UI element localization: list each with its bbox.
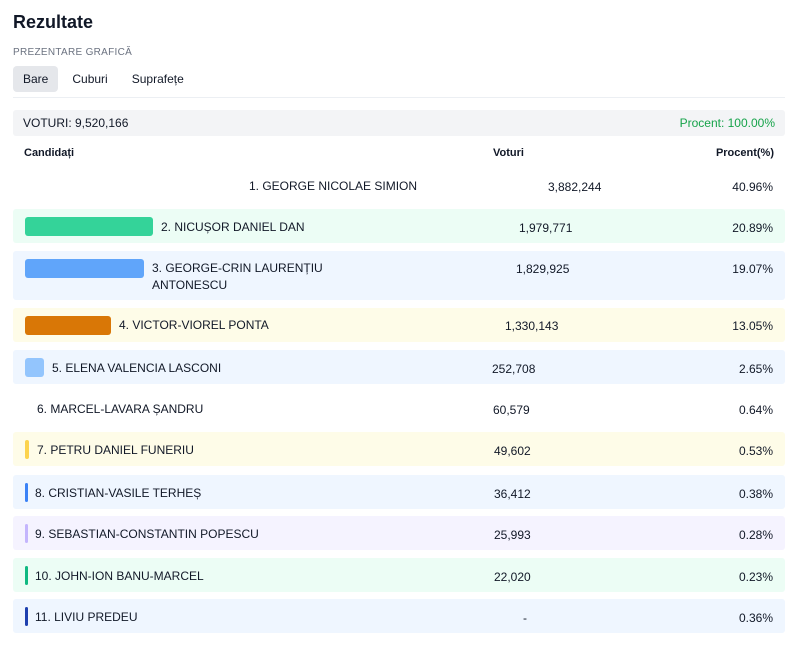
vote-bar <box>25 316 111 335</box>
candidate-name: 8. CRISTIAN-VASILE TERHEȘ <box>35 486 202 500</box>
candidate-name: 9. SEBASTIAN-CONSTANTIN POPESCU <box>35 527 259 541</box>
candidate-percent: 20.89% <box>732 221 773 235</box>
section-subtitle: PREZENTARE GRAFICĂ <box>13 47 133 58</box>
candidate-percent: 0.23% <box>738 570 773 584</box>
table-row: 7. PETRU DANIEL FUNERIU 49,602 0.53% <box>13 432 785 466</box>
tab-suprafete[interactable]: Suprafețe <box>131 72 184 86</box>
candidate-votes: 60,579 <box>493 403 530 417</box>
table-row: 9. SEBASTIAN-CONSTANTIN POPESCU 25,993 0.2… <box>13 516 785 550</box>
candidate-votes: 1,829,925 <box>516 262 570 276</box>
header-candidate: Candidați <box>24 147 75 159</box>
candidate-votes: 1,979,771 <box>519 221 573 235</box>
total-votes: VOTURI: 9,520,166 <box>23 116 129 130</box>
vote-bar <box>25 358 44 377</box>
vote-bar <box>25 259 144 278</box>
candidate-percent: 13.05% <box>732 319 773 333</box>
tab-cuburi[interactable]: Cuburi <box>72 72 108 86</box>
vote-bar <box>25 566 28 585</box>
table-row: 1. GEORGE NICOLAE SIMION 3,882,244 40.96% <box>13 167 785 201</box>
total-percent: Procent: 100.00% <box>679 116 775 130</box>
page-title: Rezultate <box>13 12 94 32</box>
candidate-percent: 0.28% <box>738 528 773 542</box>
candidate-percent: 19.07% <box>732 262 773 276</box>
candidate-name: 1. GEORGE NICOLAE SIMION <box>249 179 418 193</box>
candidate-name: 7. PETRU DANIEL FUNERIU <box>37 443 194 457</box>
vote-bar <box>25 483 28 502</box>
candidate-name: 5. ELENA VALENCIA LASCONI <box>52 361 222 375</box>
candidate-name: 11. LIVIU PREDEU <box>35 610 138 624</box>
candidate-votes: 49,602 <box>494 444 531 458</box>
summary-bar: VOTURI: 9,520,166 Procent: 100.00% <box>13 110 785 136</box>
table-row: 3. GEORGE-CRIN LAURENȚIU ANTONESCU 1,829,… <box>13 251 785 300</box>
vote-bar <box>25 607 28 626</box>
vote-bar <box>25 440 29 459</box>
vote-bar <box>25 217 153 236</box>
candidate-name: 3. GEORGE-CRIN LAURENȚIU ANTONESCU <box>152 261 323 292</box>
candidate-name: 6. MARCEL-LAVARA ȘANDRU <box>37 402 204 416</box>
candidate-name: 4. VICTOR-VIOREL PONTA <box>119 318 269 332</box>
header-percent: Procent(%) <box>715 147 774 159</box>
candidate-name: 2. NICUȘOR DANIEL DAN <box>161 220 305 234</box>
table-row: 4. VICTOR-VIOREL PONTA 1,330,143 13.05% <box>13 308 785 342</box>
candidate-votes: 22,020 <box>494 570 531 584</box>
candidate-percent: 0.53% <box>738 444 773 458</box>
tab-bare[interactable]: Bare <box>13 66 59 92</box>
vote-bar <box>25 524 28 543</box>
table-row: 5. ELENA VALENCIA LASCONI 252,708 2.65% <box>13 350 785 384</box>
table-row: 10. JOHN-ION BANU-MARCEL 22,020 0.23% <box>13 558 785 592</box>
candidate-votes: 25,993 <box>494 528 531 542</box>
chart-type-tabs: Bare Cuburi Suprafețe <box>13 66 194 92</box>
candidate-percent: 0.64% <box>738 403 773 417</box>
table-row: 11. LIVIU PREDEU - 0.36% <box>13 599 785 633</box>
tabs-divider <box>13 97 785 98</box>
candidate-name: 10. JOHN-ION BANU-MARCEL <box>35 569 204 583</box>
table-row: 2. NICUȘOR DANIEL DAN 1,979,771 20.89% <box>13 209 785 243</box>
header-votes: Voturi <box>493 147 524 159</box>
table-row: 6. MARCEL-LAVARA ȘANDRU 60,579 0.64% <box>13 391 785 425</box>
candidate-percent: 2.65% <box>738 362 773 376</box>
results-table-header: Candidați Voturi Procent(%) <box>13 140 785 166</box>
candidate-votes: - <box>523 611 527 625</box>
candidate-votes: 1,330,143 <box>505 319 559 333</box>
candidate-votes: 36,412 <box>494 487 531 501</box>
candidate-percent: 0.38% <box>738 487 773 501</box>
candidate-votes: 3,882,244 <box>548 180 602 194</box>
candidate-votes: 252,708 <box>492 362 536 376</box>
candidate-percent: 40.96% <box>732 180 773 194</box>
candidate-percent: 0.36% <box>738 611 773 625</box>
table-row: 8. CRISTIAN-VASILE TERHEȘ 36,412 0.38% <box>13 475 785 509</box>
